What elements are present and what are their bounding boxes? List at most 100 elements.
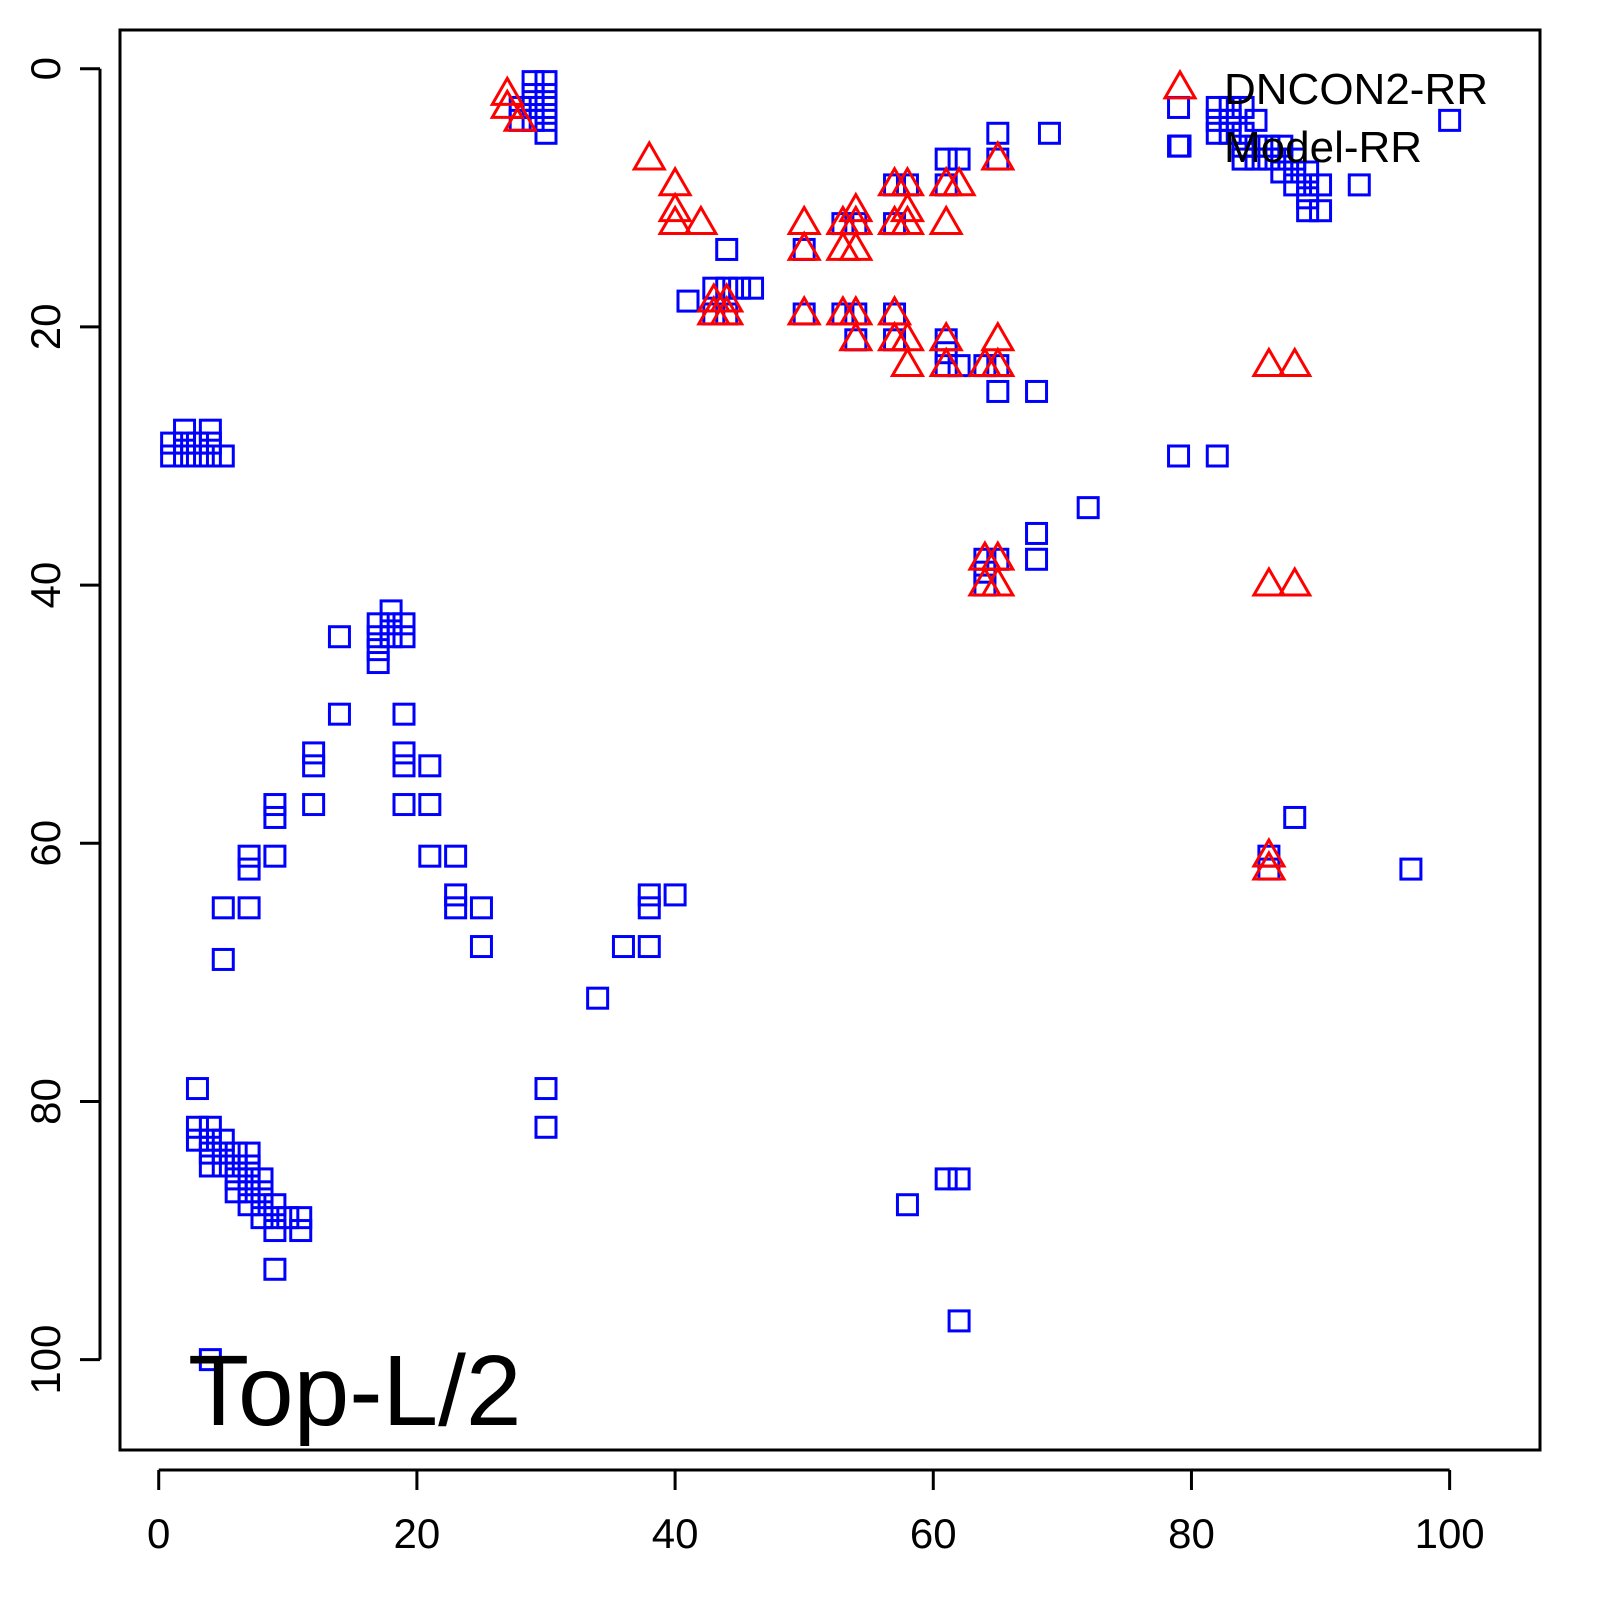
square-point — [1244, 108, 1268, 132]
square-point — [379, 599, 403, 623]
square-point — [276, 1206, 300, 1230]
square-point — [534, 70, 558, 94]
square-point — [715, 237, 739, 261]
square-point — [947, 1309, 971, 1333]
square-point — [289, 1219, 313, 1243]
triangle-point — [889, 346, 926, 378]
square-point — [1257, 134, 1281, 158]
legend: DNCON2-RR Model-RR — [1162, 65, 1488, 172]
x-tick-label: 20 — [394, 1510, 441, 1557]
square-point — [392, 625, 416, 649]
square-point — [1231, 95, 1255, 119]
series-dncon2-rr — [489, 75, 1313, 881]
square-point — [1025, 521, 1049, 545]
square-point — [366, 638, 390, 662]
square-point — [211, 896, 235, 920]
triangle-point — [941, 165, 977, 197]
triangle-point — [709, 294, 745, 326]
square-point — [895, 1193, 919, 1217]
y-tick-label: 80 — [22, 1078, 69, 1125]
square-point — [198, 1141, 222, 1165]
square-point — [185, 1128, 209, 1152]
square-point — [534, 121, 558, 145]
square-point — [1283, 160, 1307, 184]
square-point — [185, 431, 209, 455]
triangle-point — [786, 230, 822, 261]
square-point — [250, 1167, 274, 1191]
square-point — [392, 702, 416, 726]
square-point — [469, 935, 493, 959]
square-point — [521, 70, 545, 94]
square-point — [1309, 199, 1333, 223]
x-axis: 0 20 40 60 80 100 — [147, 1468, 1485, 1557]
square-point — [392, 741, 416, 765]
square-point — [534, 1115, 558, 1139]
square-point — [521, 83, 545, 107]
square-point — [379, 625, 403, 649]
y-tick-label: 40 — [22, 562, 69, 609]
square-point — [1205, 444, 1229, 468]
square-point — [237, 1180, 261, 1204]
square-point — [237, 857, 261, 881]
square-point — [263, 844, 287, 868]
square-point — [392, 754, 416, 778]
square-point — [792, 237, 816, 261]
series-layer — [160, 70, 1462, 1372]
square-point — [198, 431, 222, 455]
square-point — [392, 612, 416, 636]
x-tick-label: 80 — [1168, 1510, 1215, 1557]
square-point — [444, 844, 468, 868]
square-point — [934, 341, 958, 365]
square-point — [263, 1193, 287, 1217]
square-point — [379, 612, 403, 636]
triangle-point — [838, 191, 874, 223]
y-tick-label: 20 — [22, 304, 69, 351]
triangle-point — [838, 320, 874, 352]
legend-label: DNCON2-RR — [1224, 65, 1488, 114]
square-point — [224, 1180, 248, 1204]
triangle-point — [928, 346, 964, 378]
triangle-point — [980, 139, 1016, 171]
x-tick-label: 60 — [910, 1510, 957, 1557]
y-axis: 0 20 40 60 80 100 — [22, 57, 102, 1395]
triangle-point — [489, 75, 525, 106]
square-point — [263, 1206, 287, 1230]
triangle-point — [683, 204, 719, 236]
square-point — [1283, 805, 1307, 829]
square-point — [366, 651, 390, 675]
square-point — [211, 1141, 235, 1165]
square-point — [198, 1154, 222, 1178]
square-point — [418, 793, 442, 817]
square-point — [611, 935, 635, 959]
triangle-point — [1277, 346, 1313, 378]
square-point — [1244, 147, 1268, 171]
square-point — [302, 741, 326, 765]
square-point — [224, 1154, 248, 1178]
square-point — [263, 805, 287, 829]
square-point — [302, 754, 326, 778]
square-point — [198, 1115, 222, 1139]
square-point — [1283, 147, 1307, 171]
triangle-point — [786, 294, 822, 326]
y-tick-label: 0 — [22, 57, 69, 80]
square-point — [185, 1115, 209, 1139]
square-point — [986, 379, 1010, 403]
square-point — [1218, 121, 1242, 145]
triangle-point — [657, 204, 693, 236]
square-point — [1257, 147, 1281, 171]
square-point — [250, 1180, 274, 1204]
square-point — [1205, 95, 1229, 119]
square-point — [1037, 121, 1061, 145]
square-point — [534, 108, 558, 132]
square-point — [1205, 108, 1229, 132]
square-point — [224, 1167, 248, 1191]
x-tick-label: 40 — [652, 1510, 699, 1557]
square-point — [173, 418, 197, 442]
square-point — [237, 1141, 261, 1165]
triangle-point — [980, 565, 1016, 597]
square-point — [1296, 199, 1320, 223]
square-point — [1244, 134, 1268, 158]
series-model-rr — [160, 70, 1462, 1372]
square-point — [947, 1167, 971, 1191]
square-point — [534, 83, 558, 107]
